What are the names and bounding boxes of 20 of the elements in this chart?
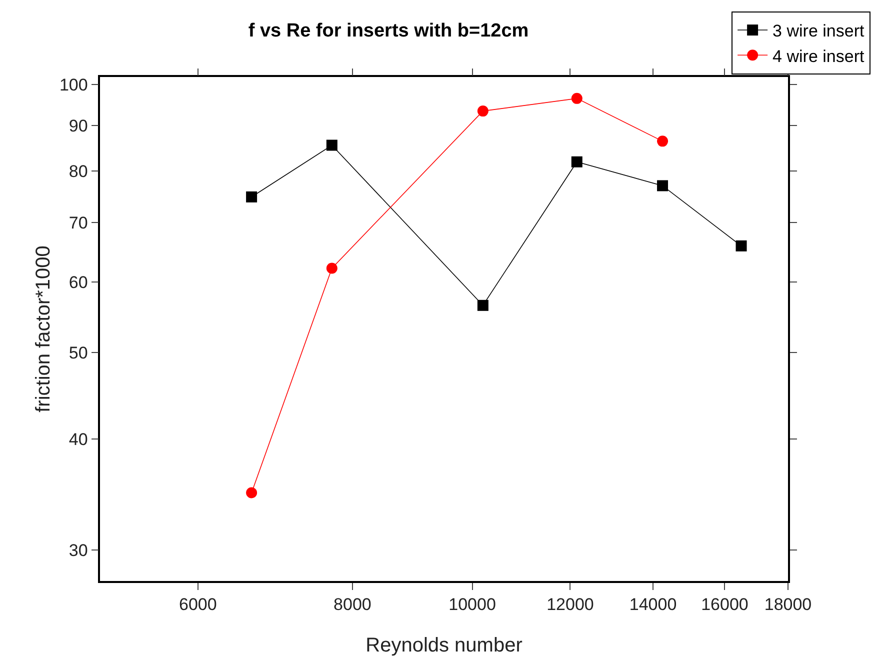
x-tick-label: 14000 [629,595,677,614]
y-axis-title: friction factor*1000 [32,246,54,412]
legend-label: 3 wire insert [772,22,864,41]
y-tick-label: 100 [59,76,88,95]
chart-title: f vs Re for inserts with b=12cm [248,20,529,42]
y-tick-label: 40 [68,430,88,449]
y-tick-label: 60 [68,273,88,292]
x-tick-label: 6000 [179,595,217,614]
x-axis-title: Reynolds number [366,634,523,656]
y-tick-label: 50 [68,344,88,363]
x-tick-label: 16000 [701,595,748,614]
x-tick-label: 10000 [448,595,496,614]
y-tick-label: 70 [68,214,88,233]
x-tick-label: 8000 [334,595,372,614]
y-tick-label: 90 [68,116,88,136]
x-tick-label: 12000 [546,595,594,614]
y-tick-label: 80 [68,162,88,181]
x-tick-label: 18000 [764,595,812,614]
y-tick-label: 30 [68,541,88,560]
legend-label: 4 wire insert [772,46,864,66]
